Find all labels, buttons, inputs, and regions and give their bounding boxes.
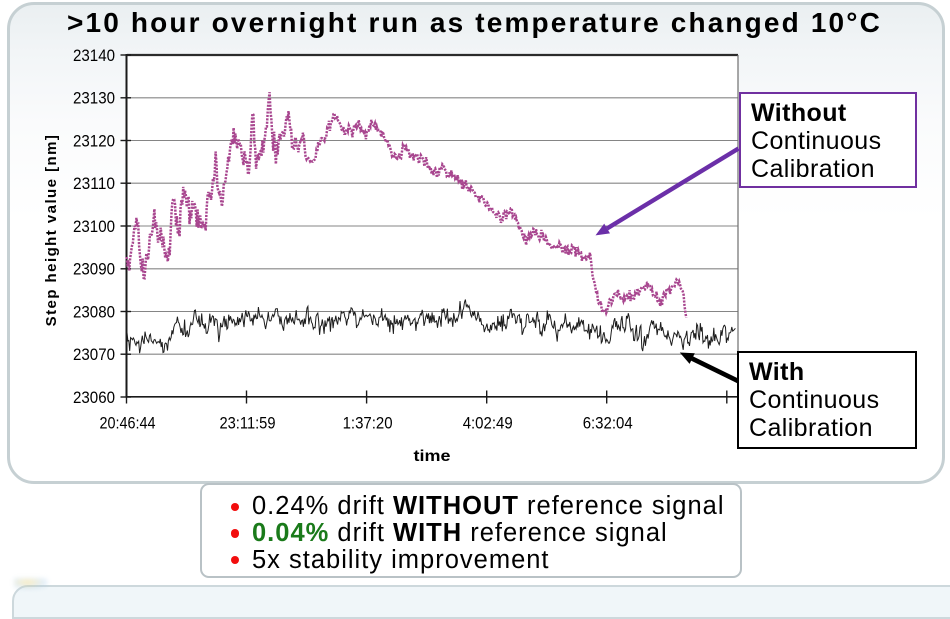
svg-text:23080: 23080 (73, 302, 115, 321)
svg-text:23090: 23090 (73, 260, 115, 279)
svg-text:23110: 23110 (73, 174, 115, 193)
svg-text:6:32:04: 6:32:04 (583, 414, 633, 433)
svg-text:23130: 23130 (73, 89, 115, 108)
svg-text:23070: 23070 (73, 345, 115, 364)
svg-text:23:11:59: 23:11:59 (220, 414, 276, 433)
svg-text:Step height value [nm]: Step height value [nm] (43, 134, 60, 327)
svg-text:1:37:20: 1:37:20 (343, 414, 393, 433)
svg-text:4:02:49: 4:02:49 (463, 414, 513, 433)
svg-text:time: time (414, 448, 451, 465)
svg-text:20:46:44: 20:46:44 (100, 414, 156, 433)
svg-text:23060: 23060 (73, 388, 115, 407)
svg-text:23140: 23140 (73, 46, 115, 65)
svg-text:23120: 23120 (73, 131, 115, 150)
svg-text:23100: 23100 (73, 217, 115, 236)
